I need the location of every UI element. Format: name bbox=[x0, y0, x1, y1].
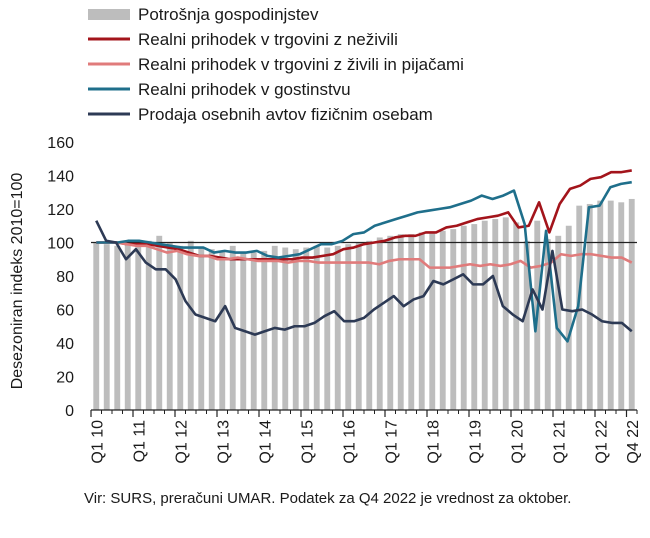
bar bbox=[313, 245, 320, 410]
line-series bbox=[95, 169, 633, 343]
x-tick-label: Q1 19 bbox=[467, 420, 484, 464]
y-tick-label: 120 bbox=[47, 202, 74, 219]
y-tick-label: 80 bbox=[56, 269, 74, 286]
x-tick-label: Q1 17 bbox=[383, 420, 400, 464]
x-tick-label: Q1 12 bbox=[173, 420, 190, 464]
x-tick-label: Q1 10 bbox=[89, 420, 106, 464]
bar bbox=[198, 247, 205, 410]
x-tick-label: Q1 14 bbox=[257, 420, 274, 464]
series-line bbox=[96, 180, 632, 343]
x-tick-label: Q1 21 bbox=[551, 420, 568, 464]
bar bbox=[324, 247, 331, 410]
bar bbox=[502, 217, 509, 411]
bar bbox=[292, 249, 299, 410]
bar bbox=[345, 244, 352, 410]
bar bbox=[408, 234, 415, 411]
legend-label: Realni prihodek v gostinstvu bbox=[138, 80, 351, 99]
y-axis-title: Desezoniran indeks 2010=100 bbox=[9, 173, 26, 390]
bar bbox=[93, 242, 100, 410]
legend: Potrošnja gospodinjstev Realni prihodek v… bbox=[88, 5, 464, 124]
bar bbox=[607, 200, 614, 411]
bar bbox=[366, 240, 373, 410]
bar bbox=[166, 242, 173, 410]
bar bbox=[586, 203, 593, 410]
series-line bbox=[96, 169, 632, 261]
bar bbox=[387, 235, 394, 410]
x-tick-label: Q1 18 bbox=[425, 420, 442, 464]
bar bbox=[124, 240, 131, 410]
bar bbox=[250, 252, 257, 410]
bar bbox=[208, 249, 215, 410]
y-tick-label: 20 bbox=[56, 370, 74, 387]
y-tick-label: 40 bbox=[56, 336, 74, 353]
bar bbox=[145, 240, 152, 410]
bar bbox=[397, 234, 404, 411]
x-tick-label: Q1 11 bbox=[131, 420, 148, 463]
bar bbox=[114, 245, 121, 410]
y-tick-label: 60 bbox=[56, 303, 74, 320]
bar bbox=[429, 232, 436, 410]
legend-label: Realni prihodek v trgovini z živili in p… bbox=[138, 55, 464, 74]
x-tick-label: Q1 20 bbox=[509, 420, 526, 464]
x-tick-label: Q1 16 bbox=[341, 420, 358, 464]
bar bbox=[628, 198, 635, 410]
y-tick-label: 140 bbox=[47, 169, 74, 186]
bar bbox=[439, 230, 446, 410]
bar bbox=[303, 247, 310, 410]
bar bbox=[103, 244, 110, 410]
x-tick-label: Q1 13 bbox=[215, 420, 232, 464]
y-tick-label: 100 bbox=[47, 236, 74, 253]
x-tick-label: Q4 22 bbox=[625, 420, 642, 464]
source-note: Vir: SURS, preračuni UMAR. Podatek za Q4… bbox=[84, 490, 572, 507]
bar bbox=[555, 235, 562, 410]
bar bbox=[618, 202, 625, 410]
bar bbox=[460, 225, 467, 410]
bar bbox=[135, 242, 142, 410]
y-tick-label: 0 bbox=[65, 403, 74, 420]
bar bbox=[418, 232, 425, 410]
bar bbox=[156, 235, 163, 410]
bar bbox=[187, 240, 194, 410]
legend-label: Prodaja osebnih avtov fizičnim osebam bbox=[138, 105, 433, 124]
bar bbox=[492, 219, 499, 410]
bar bbox=[597, 200, 604, 411]
bar bbox=[355, 242, 362, 410]
legend-label: Potrošnja gospodinjstev bbox=[138, 5, 319, 24]
bar bbox=[576, 205, 583, 410]
bar bbox=[450, 229, 457, 410]
x-tick-label: Q1 22 bbox=[593, 420, 610, 464]
bar bbox=[219, 250, 226, 411]
y-tick-label: 160 bbox=[47, 135, 74, 152]
bar bbox=[481, 220, 488, 410]
bar bbox=[334, 245, 341, 410]
bar bbox=[544, 239, 551, 410]
bar bbox=[376, 237, 383, 410]
bar bbox=[471, 224, 478, 410]
legend-label: Realni prihodek v trgovini z neživili bbox=[138, 30, 398, 49]
bar bbox=[229, 245, 236, 410]
legend-swatch bbox=[88, 9, 130, 20]
series-line bbox=[95, 220, 633, 336]
bar bbox=[523, 240, 530, 410]
x-tick-label: Q1 15 bbox=[299, 420, 316, 464]
axes: 0 20 40 60 80 100 120 140 160 Q1 10 Q1 11 Q1 12 Q1 1… bbox=[47, 135, 642, 464]
bar bbox=[565, 225, 572, 410]
bar bbox=[177, 245, 184, 410]
